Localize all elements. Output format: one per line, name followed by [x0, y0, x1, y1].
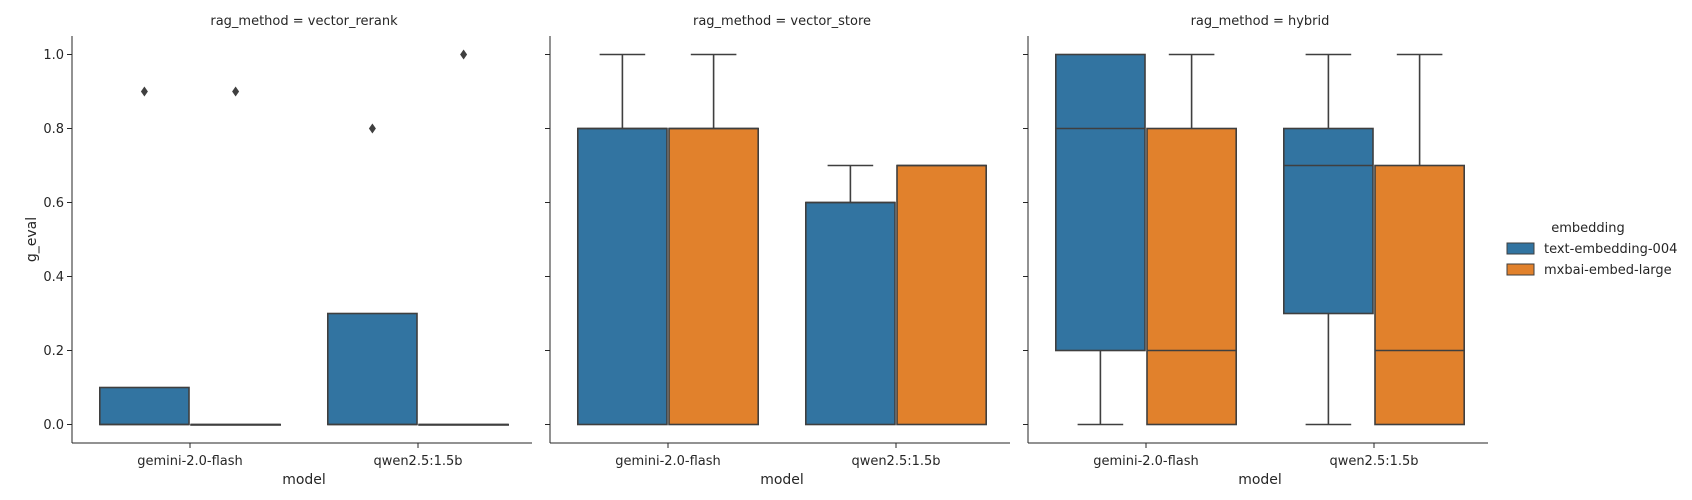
y-axis-title: g_eval — [24, 217, 40, 262]
box-qwen2.5:1.5b-text-embedding-004 — [326, 123, 418, 426]
facet-title: rag_method = hybrid — [1191, 14, 1330, 29]
y-tick-label: 0.6 — [43, 196, 64, 211]
box-qwen2.5:1.5b-text-embedding-004 — [1283, 53, 1374, 426]
box-body — [576, 127, 668, 426]
y-tick-label: 1.0 — [43, 48, 64, 63]
box-gemini-2.0-flash-text-embedding-004 — [576, 53, 668, 426]
facet-title: rag_method = vector_rerank — [210, 14, 398, 29]
box-body — [896, 164, 987, 426]
box-qwen2.5:1.5b-text-embedding-004 — [804, 164, 896, 426]
outlier-point — [368, 123, 376, 134]
box-body — [1283, 127, 1374, 315]
legend-label-1: text-embedding-004 — [1544, 242, 1677, 257]
legend-swatch-2 — [1506, 263, 1535, 276]
box-gemini-2.0-flash-mxbai-embed-large — [1146, 53, 1237, 426]
facet-panel-2: rag_method = vector_store gemini-2.0-flas… — [545, 14, 1010, 488]
box-qwen2.5:1.5b-mxbai-embed-large — [1374, 53, 1465, 426]
x-tick-label: gemini-2.0-flash — [1093, 454, 1199, 469]
box-body — [326, 312, 418, 426]
box-gemini-2.0-flash-mxbai-embed-large — [668, 53, 759, 426]
facet-panel-1: rag_method = vector_rerank 0.0 0.2 0.4 0.6 0.… — [43, 14, 532, 488]
y-tick-label: 0.8 — [43, 122, 64, 137]
x-tick-label: qwen2.5:1.5b — [373, 454, 462, 469]
legend-swatch-1 — [1506, 242, 1535, 255]
outlier-point — [460, 49, 468, 60]
box-body — [1146, 127, 1237, 426]
x-axis-title: model — [760, 472, 804, 488]
box-qwen2.5:1.5b-mxbai-embed-large — [896, 164, 987, 426]
legend-label-2: mxbai-embed-large — [1544, 263, 1672, 278]
x-tick-label: qwen2.5:1.5b — [851, 454, 940, 469]
facet-title: rag_method = vector_store — [693, 14, 871, 29]
box-gemini-2.0-flash-text-embedding-004 — [1055, 53, 1146, 426]
x-tick-label: qwen2.5:1.5b — [1329, 454, 1418, 469]
outlier-point — [140, 86, 148, 97]
x-tick-label: gemini-2.0-flash — [137, 454, 243, 469]
x-axis-title: model — [1238, 472, 1282, 488]
box-gemini-2.0-flash-mxbai-embed-large — [190, 86, 281, 426]
legend: embedding text-embedding-004 mxbai-embed-l… — [1506, 221, 1677, 278]
outlier-point — [232, 86, 240, 97]
facet-panel-3: rag_method = hybrid gemini-2.0-flash qwen2… — [1023, 14, 1488, 488]
box-body — [1374, 164, 1465, 426]
box-body — [668, 127, 759, 426]
box-body — [99, 386, 190, 426]
legend-title: embedding — [1551, 221, 1625, 236]
box-body — [804, 201, 896, 426]
box-body — [1055, 53, 1146, 352]
y-tick-label: 0.2 — [43, 344, 64, 359]
y-tick-label: 0.4 — [43, 270, 64, 285]
x-axis-title: model — [282, 472, 326, 488]
y-tick-label: 0.0 — [43, 418, 64, 433]
box-qwen2.5:1.5b-mxbai-embed-large — [418, 49, 509, 426]
x-tick-label: gemini-2.0-flash — [615, 454, 721, 469]
box-gemini-2.0-flash-text-embedding-004 — [99, 86, 190, 426]
